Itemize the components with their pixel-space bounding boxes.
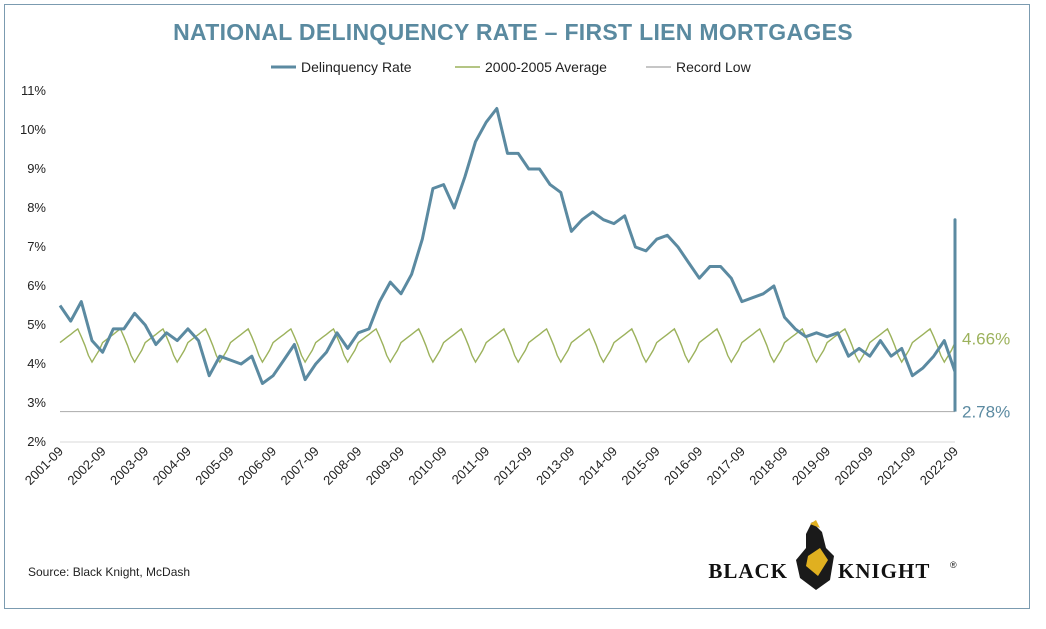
legend: Delinquency Rate 2000-2005 Average Recor… — [271, 59, 752, 75]
x-tick-label: 2011-09 — [449, 444, 493, 488]
chart-frame — [4, 4, 1030, 609]
legend-label-average: 2000-2005 Average — [485, 59, 607, 75]
record-low-end-label: 2.78% — [962, 403, 1010, 422]
x-tick-label: 2005-09 — [192, 444, 236, 488]
x-axis: 2001-092002-092003-092004-092005-092006-… — [22, 441, 961, 488]
x-tick-label: 2021-09 — [874, 444, 918, 488]
plot-area: 4.66% 2.78% — [58, 107, 1010, 422]
source-note: Source: Black Knight, McDash — [28, 565, 190, 579]
x-tick-label: 2001-09 — [22, 444, 66, 488]
x-tick-label: 2022-09 — [917, 444, 961, 488]
x-tick-label: 2017-09 — [704, 444, 748, 488]
x-tick-label: 2004-09 — [150, 444, 194, 488]
x-tick-label: 2007-09 — [277, 444, 321, 488]
delinquency-rate-line — [58, 107, 957, 413]
x-tick-label: 2020-09 — [832, 444, 876, 488]
brand-registered-mark: ® — [950, 560, 957, 570]
x-tick-label: 2012-09 — [491, 444, 535, 488]
x-tick-label: 2009-09 — [363, 444, 407, 488]
y-tick-label: 6% — [27, 278, 46, 293]
y-axis: 2% 3% 4% 5% 6% 7% 8% 9% 10% 11% — [20, 83, 46, 449]
y-tick-label: 11% — [21, 83, 46, 98]
y-tick-label: 10% — [20, 122, 46, 137]
x-tick-label: 2016-09 — [661, 444, 705, 488]
x-tick-label: 2019-09 — [789, 444, 833, 488]
x-tick-label: 2010-09 — [405, 444, 449, 488]
y-tick-label: 9% — [27, 161, 46, 176]
brand-left: BLACK — [708, 559, 788, 583]
y-tick-label: 8% — [27, 200, 46, 215]
black-knight-logo: BLACK KNIGHT ® — [708, 520, 957, 590]
knight-icon — [796, 520, 834, 590]
legend-label-record: Record Low — [676, 59, 752, 75]
legend-label-rate: Delinquency Rate — [301, 59, 412, 75]
brand-right: KNIGHT — [838, 559, 930, 583]
x-tick-label: 2018-09 — [746, 444, 790, 488]
x-tick-label: 2003-09 — [107, 444, 151, 488]
average-end-label: 4.66% — [962, 329, 1010, 348]
y-tick-label: 4% — [27, 356, 46, 371]
y-tick-label: 7% — [27, 239, 46, 254]
y-tick-label: 5% — [27, 317, 46, 332]
y-tick-label: 2% — [27, 434, 46, 449]
x-tick-label: 2015-09 — [618, 444, 662, 488]
x-tick-label: 2014-09 — [576, 444, 620, 488]
x-tick-label: 2006-09 — [235, 444, 279, 488]
x-tick-label: 2008-09 — [320, 444, 364, 488]
y-tick-label: 3% — [27, 395, 46, 410]
x-tick-label: 2002-09 — [64, 444, 108, 488]
x-tick-label: 2013-09 — [533, 444, 577, 488]
chart-title: NATIONAL DELINQUENCY RATE – FIRST LIEN M… — [173, 19, 853, 45]
